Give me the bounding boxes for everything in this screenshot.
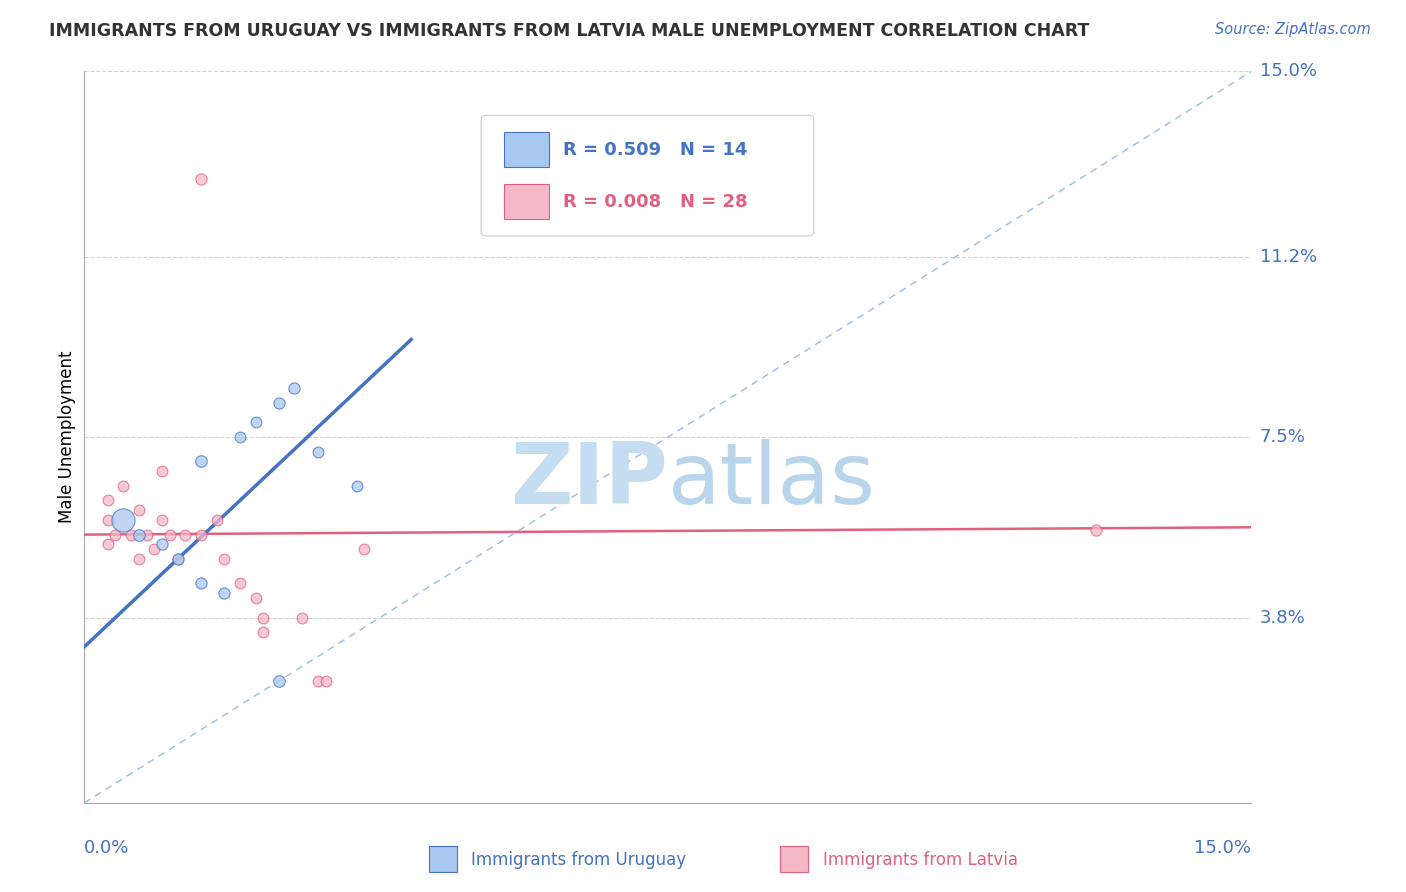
Bar xyxy=(429,846,457,872)
Point xyxy=(97,513,120,527)
Point xyxy=(252,610,274,624)
Point xyxy=(166,552,188,566)
Text: 11.2%: 11.2% xyxy=(1260,248,1317,266)
Bar xyxy=(505,132,548,167)
Point xyxy=(150,537,173,551)
Text: Immigrants from Latvia: Immigrants from Latvia xyxy=(823,851,1018,869)
Y-axis label: Male Unemployment: Male Unemployment xyxy=(58,351,76,524)
Point xyxy=(229,430,252,444)
Point xyxy=(128,527,150,541)
Point xyxy=(174,527,197,541)
Text: IMMIGRANTS FROM URUGUAY VS IMMIGRANTS FROM LATVIA MALE UNEMPLOYMENT CORRELATION : IMMIGRANTS FROM URUGUAY VS IMMIGRANTS FR… xyxy=(49,22,1090,40)
Point xyxy=(353,542,375,557)
Point xyxy=(214,552,236,566)
Point xyxy=(97,537,120,551)
Bar xyxy=(505,184,548,219)
Point xyxy=(267,673,290,688)
Point xyxy=(291,610,314,624)
Text: Source: ZipAtlas.com: Source: ZipAtlas.com xyxy=(1215,22,1371,37)
Point xyxy=(112,479,135,493)
Point xyxy=(252,625,274,640)
Point xyxy=(315,673,337,688)
Point xyxy=(190,454,212,468)
Point xyxy=(245,416,267,430)
Point xyxy=(97,493,120,508)
Point xyxy=(120,527,142,541)
Point xyxy=(346,479,368,493)
Point xyxy=(159,527,181,541)
Point xyxy=(190,527,212,541)
Point xyxy=(307,673,329,688)
Text: Immigrants from Uruguay: Immigrants from Uruguay xyxy=(471,851,686,869)
Text: 15.0%: 15.0% xyxy=(1194,839,1251,857)
Text: ZIP: ZIP xyxy=(510,440,668,523)
Point xyxy=(150,464,173,478)
Point xyxy=(190,171,212,186)
Point xyxy=(135,527,157,541)
Text: 0.0%: 0.0% xyxy=(84,839,129,857)
Text: 7.5%: 7.5% xyxy=(1260,428,1306,446)
Text: atlas: atlas xyxy=(668,440,876,523)
Point xyxy=(307,444,329,458)
Point xyxy=(128,503,150,517)
Text: R = 0.008   N = 28: R = 0.008 N = 28 xyxy=(562,193,748,211)
Point xyxy=(214,586,236,600)
Point xyxy=(267,396,290,410)
Text: 3.8%: 3.8% xyxy=(1260,608,1305,626)
Point xyxy=(190,576,212,591)
Bar xyxy=(780,846,808,872)
Point xyxy=(104,527,127,541)
Text: 15.0%: 15.0% xyxy=(1260,62,1316,80)
Point xyxy=(245,591,267,605)
Point xyxy=(229,576,252,591)
Point xyxy=(112,513,135,527)
Point xyxy=(143,542,166,557)
FancyBboxPatch shape xyxy=(481,115,814,235)
Point xyxy=(166,552,188,566)
Point xyxy=(150,513,173,527)
Text: R = 0.509   N = 14: R = 0.509 N = 14 xyxy=(562,141,747,159)
Point xyxy=(205,513,228,527)
Point xyxy=(1084,523,1107,537)
Point xyxy=(283,381,305,395)
Point xyxy=(128,552,150,566)
